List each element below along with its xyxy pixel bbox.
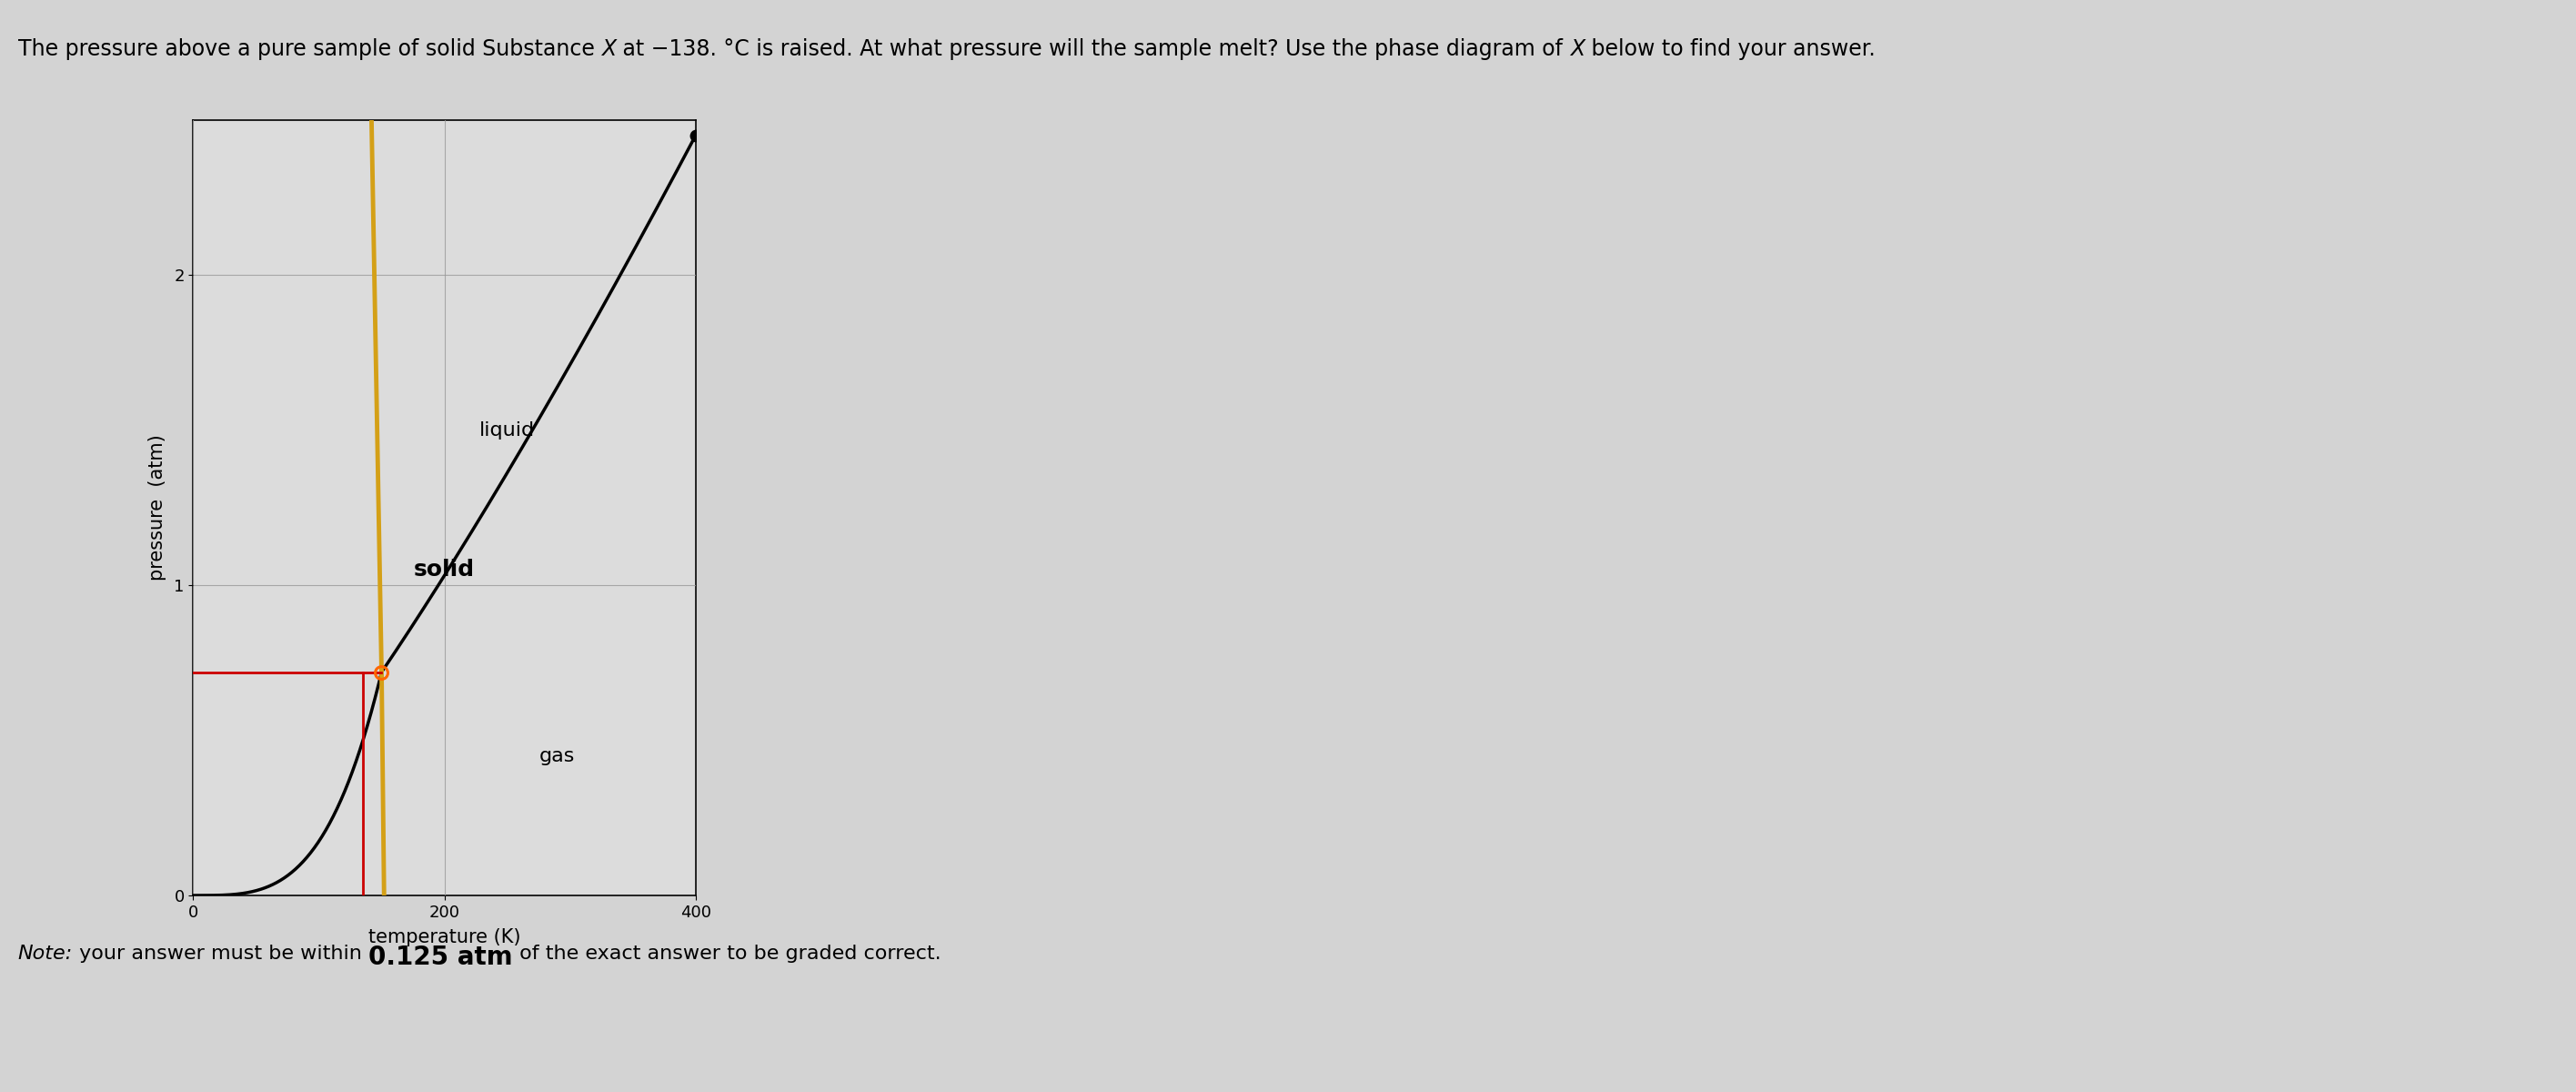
Y-axis label: pressure  (atm): pressure (atm)	[149, 435, 167, 581]
Text: gas: gas	[538, 747, 574, 765]
X-axis label: temperature (K): temperature (K)	[368, 928, 520, 947]
Text: X: X	[600, 38, 616, 60]
Text: below to find your answer.: below to find your answer.	[1584, 38, 1875, 60]
Text: Note:: Note:	[18, 945, 72, 963]
Text: The pressure above a pure sample of solid Substance: The pressure above a pure sample of soli…	[18, 38, 600, 60]
Text: solid: solid	[415, 559, 474, 581]
Text: your answer must be within: your answer must be within	[72, 945, 368, 963]
Text: of the exact answer to be graded correct.: of the exact answer to be graded correct…	[513, 945, 940, 963]
Text: X: X	[1569, 38, 1584, 60]
Text: 0.125 atm: 0.125 atm	[368, 945, 513, 970]
Text: at −138. °C is raised. At what pressure will the sample melt? Use the phase diag: at −138. °C is raised. At what pressure …	[616, 38, 1569, 60]
Text: liquid: liquid	[479, 422, 536, 439]
